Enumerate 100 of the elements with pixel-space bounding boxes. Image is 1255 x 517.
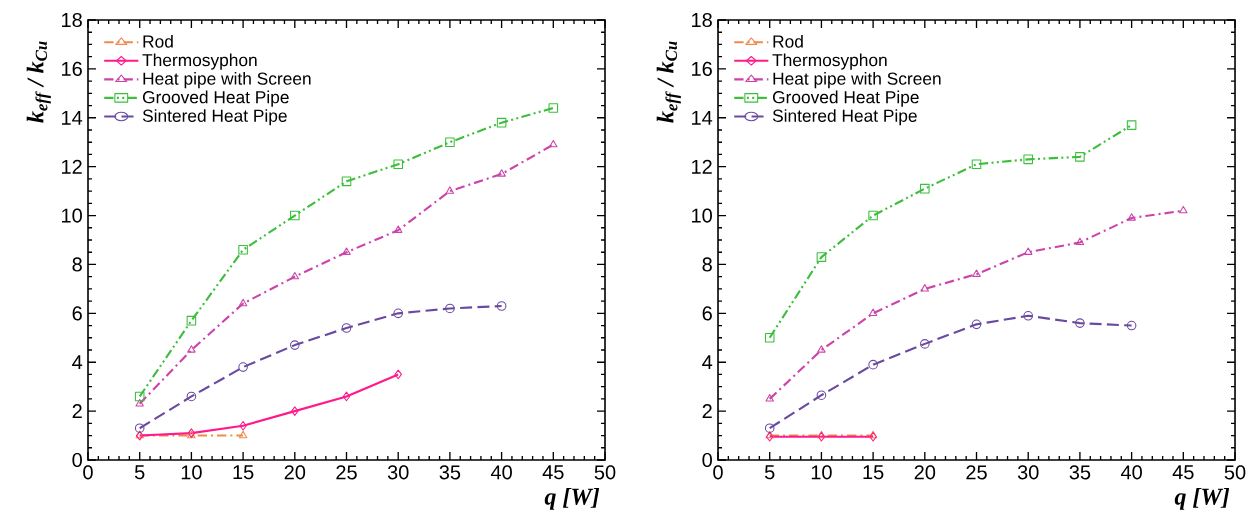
point [816,252,827,262]
point [496,117,507,128]
y-tick-label: 12 [692,159,712,174]
point [764,423,775,434]
point [135,398,144,407]
x-tick-label: 45 [1172,465,1194,480]
point [920,183,930,194]
point [920,284,930,292]
point [496,301,507,311]
point [393,159,404,170]
point [868,359,878,370]
legend-label: Heat pipe with Screen [773,72,941,89]
legend-label: Rod [143,34,173,48]
point [548,103,559,113]
point [549,139,558,148]
point [341,176,352,187]
point [1179,205,1188,214]
point [971,159,982,170]
y-tick-label: 16 [692,61,712,76]
x-tick-label: 50 [1224,465,1246,480]
point [764,332,775,343]
y-tick-label: 0 [72,452,82,468]
y-tick-label: 6 [702,306,712,321]
point [1127,213,1136,221]
point [238,362,248,372]
point [238,430,248,439]
point [290,271,300,280]
point [394,369,402,380]
point [1075,237,1085,246]
y-tick-label: 2 [702,404,712,419]
point [817,345,826,353]
point [186,315,197,326]
x-tick-label: 20 [914,465,936,480]
x-tick-label: 25 [966,465,987,480]
x-tick-label: 30 [387,465,409,480]
point [868,308,878,317]
point [239,420,247,431]
x-axis-title: q [W] [544,487,600,510]
x-tick-label: 10 [811,465,832,480]
y-tick-label: 12 [62,159,82,174]
x-tick-label: 40 [1120,465,1142,480]
legend-label: Thermosyphon [142,53,257,70]
point [342,391,351,402]
y-tick-label: 8 [72,257,82,272]
x-tick-label: 45 [542,465,564,480]
point [1126,120,1137,130]
point [972,269,981,277]
x-tick-label: 50 [594,465,616,480]
point [290,210,300,221]
y-axis-title: k$_{eff}$/ k$_{Cu}$ [656,41,681,123]
legend-label: Grooved Heat Pipe [142,90,289,107]
y-tick-label: 6 [72,306,82,321]
x-tick-label: 30 [1017,465,1039,480]
point [342,247,351,255]
point [341,323,352,333]
x-tick-label: 0 [83,465,93,480]
x-tick-label: 20 [284,465,306,480]
point [134,391,145,402]
x-tick-label: 35 [1069,465,1091,480]
x-tick-label: 5 [764,465,775,480]
point [1023,310,1034,321]
y-tick-label: 14 [62,110,83,125]
point [290,340,300,350]
point [445,303,455,314]
x-tick-label: 15 [233,465,254,480]
point [971,319,982,330]
y-tick-label: 18 [692,12,712,28]
point [445,137,455,148]
point [238,244,248,255]
point [1075,152,1085,162]
point [445,186,455,194]
point [1023,247,1033,255]
point [187,345,196,353]
point [765,394,774,402]
point [1126,320,1137,331]
legend-label: Sintered Heat Pipe [142,109,287,126]
y-tick-label: 0 [702,452,712,468]
x-tick-label: 25 [336,465,357,480]
y-tick-label: 10 [692,208,712,223]
y-tick-label: 14 [692,110,713,125]
point [238,298,248,307]
point [393,225,403,233]
point [868,210,878,221]
y-tick-label: 2 [72,404,82,419]
x-tick-label: 35 [439,465,461,480]
y-tick-label: 4 [702,355,713,370]
legend-label: Thermosyphon [772,53,887,70]
point [816,390,827,401]
x-tick-label: 15 [863,465,884,480]
legend-label: Sintered Heat Pipe [772,109,917,126]
x-tick-label: 10 [181,465,202,480]
point [134,423,145,434]
x-axis-title: q [W] [1174,487,1230,510]
legend-label: Rod [773,34,803,48]
point [1075,318,1085,328]
legend-label: Heat pipe with Screen [143,72,311,89]
y-tick-label: 16 [62,61,82,76]
legend-label: Grooved Heat Pipe [772,90,919,107]
x-tick-label: 0 [713,465,723,480]
point [393,308,404,319]
